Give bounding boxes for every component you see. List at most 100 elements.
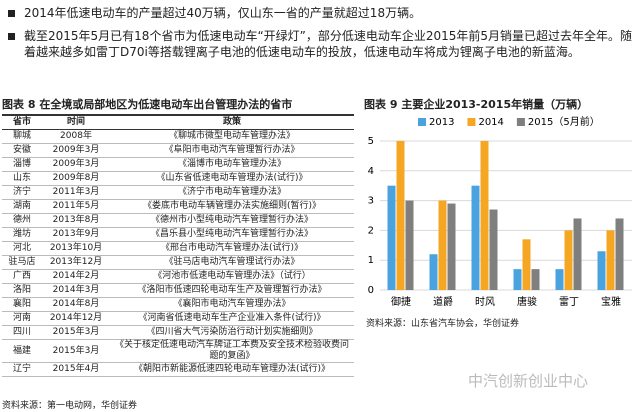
table-cell: 济宁 <box>2 185 42 200</box>
table-cell: 潍坊 <box>2 227 42 242</box>
table-cell: 2013年10月 <box>42 241 110 256</box>
table-cell: 《洛阳市低速四轮电动车生产及管理暂行办法》 <box>110 283 354 298</box>
table-row: 山东 2009年8月 《山东省低速电动车管理办法(试行)》 <box>2 171 354 186</box>
bar <box>387 185 396 290</box>
y-tick-label: 1 <box>368 255 374 266</box>
table-cell: 《山东省低速电动车管理办法(试行)》 <box>110 171 354 186</box>
bullet-icon <box>8 33 15 40</box>
table-cell: 安徽 <box>2 143 42 158</box>
table-row: 福建 2015年3月 《关于核定低速电动汽车牌证工本费及安全技术检验收费问题的复函》 <box>2 339 354 363</box>
bar <box>438 200 447 290</box>
y-tick-label: 4 <box>368 166 374 177</box>
table-cell: 2013年12月 <box>42 255 110 270</box>
bar <box>429 254 438 290</box>
table-cell: 2008年 <box>42 129 110 144</box>
y-tick-label: 2 <box>368 225 374 236</box>
table-cell: 洛阳 <box>2 283 42 298</box>
table-cell: 2009年3月 <box>42 143 110 158</box>
table-row: 安徽 2009年3月 《阜阳市电动汽车管理暂行办法》 <box>2 143 354 158</box>
table-cell: 山东 <box>2 171 42 186</box>
table-cell: 德州 <box>2 213 42 228</box>
table-cell: 2014年2月 <box>42 269 110 284</box>
table-row: 河北 2013年10月 《邢台市电动汽车管理办法(试行)》 <box>2 241 354 256</box>
bar <box>564 230 573 290</box>
table-cell: 《阜阳市电动汽车管理暂行办法》 <box>110 143 354 158</box>
y-tick-label: 3 <box>368 196 374 207</box>
x-tick-label: 雷丁 <box>559 296 579 308</box>
table-cell: 《淄博市电动车管理办法》 <box>110 157 354 172</box>
watermark: 中汽创新创业中心 <box>468 372 589 390</box>
bar <box>396 140 405 290</box>
x-tick-label: 时风 <box>475 296 495 308</box>
table-cell: 《聊城市微型电动车管理办法》 <box>110 129 354 144</box>
table-row: 辽宁 2015年4月 《朝阳市新能源低速四轮电动车管理办法(试行)》 <box>2 362 354 377</box>
table-cell: 《河南省低速电动车生产企业准入条件(试行)》 <box>110 311 354 326</box>
bullet-text: 2014年低速电动车的产量超过40万辆，仅山东一省的产量就超过18万辆。 <box>24 6 422 20</box>
bar <box>555 269 564 290</box>
table-cell: 2011年5月 <box>42 199 110 214</box>
table-row: 广西 2014年2月 《河池市低速电动车管理办法》（试行） <box>2 269 354 284</box>
table-cell: 襄阳 <box>2 297 42 312</box>
table-row: 湖南 2011年5月 《娄底市电动车辆管理办法实施细则(暂行)》 <box>2 199 354 214</box>
table-cell: 《朝阳市新能源低速四轮电动车管理办法(试行)》 <box>110 362 354 377</box>
table-row: 淄博 2009年3月 《淄博市电动车管理办法》 <box>2 157 354 172</box>
table-source: 资料来源：第一电动网，华创证券 <box>2 401 138 411</box>
table-cell: 《娄底市电动车辆管理办法实施细则(暂行)》 <box>110 199 354 214</box>
legend-swatch <box>418 118 426 126</box>
table-cell: 淄博 <box>2 157 42 172</box>
legend-swatch <box>467 118 476 126</box>
legend-label: 2014 <box>478 117 503 128</box>
x-tick-label: 宝雅 <box>601 295 621 308</box>
table-cell: 2011年3月 <box>42 185 110 200</box>
table-cell: 2015年4月 <box>42 362 110 377</box>
table-cell: 2013年9月 <box>42 227 110 242</box>
table-row: 聊城 2008年 《聊城市微型电动车管理办法》 <box>2 129 354 144</box>
bar <box>573 218 582 290</box>
bar <box>522 239 531 290</box>
table-cell: 《邢台市电动汽车管理办法(试行)》 <box>110 241 354 256</box>
table-row: 襄阳 2014年8月 《襄阳市电动汽车管理办法》 <box>2 297 354 312</box>
bar <box>615 218 624 290</box>
table-cell: 《济宁市电动车管理办法》 <box>110 185 354 200</box>
table-row: 河南 2014年12月 《河南省低速电动车生产企业准入条件(试行)》 <box>2 311 354 326</box>
table-row: 洛阳 2014年3月 《洛阳市低速四轮电动车生产及管理暂行办法》 <box>2 283 354 298</box>
bar <box>531 269 540 290</box>
table-cell: 政策 <box>110 114 354 130</box>
bar <box>489 209 498 290</box>
x-tick-label: 道爵 <box>433 295 453 308</box>
table-cell: 河北 <box>2 241 42 256</box>
table-cell: 《关于核定低速电动汽车牌证工本费及安全技术检验收费问题的复函》 <box>110 339 354 363</box>
table-row: 省市 时间 政策 <box>2 114 354 130</box>
table: 省市 时间 政策 聊城 2008年 《聊城市微型电动车管理办法》 安徽 2009年3月 《阜阳市… <box>2 114 354 377</box>
table-cell: 聊城 <box>2 129 42 144</box>
table-cell: 2009年8月 <box>42 171 110 186</box>
table-cell: 广西 <box>2 269 42 284</box>
x-tick-label: 唐骏 <box>517 295 537 308</box>
bar <box>480 140 489 290</box>
y-tick-label: 5 <box>368 136 374 147</box>
bar <box>513 269 522 290</box>
table-row: 驻马店 2013年12月 《驻马店电动汽车管理试行办法》 <box>2 255 354 270</box>
table-cell: 2013年8月 <box>42 213 110 228</box>
legend-label: 2015（5月前） <box>528 115 600 128</box>
table-cell: 四川 <box>2 325 42 340</box>
table-row: 济宁 2011年3月 《济宁市电动车管理办法》 <box>2 185 354 200</box>
table-cell: 《四川省大气污染防治行动计划实施细则》 <box>110 325 354 340</box>
chart-title: 图表 9 主要企业2013-2015年销量（万辆） <box>364 98 589 111</box>
legend-label: 2013 <box>429 117 454 128</box>
table-cell: 2014年3月 <box>42 283 110 298</box>
table-cell: 《驻马店电动汽车管理试行办法》 <box>110 255 354 270</box>
table-row: 德州 2013年8月 《德州市小型纯电动汽车管理暂行办法》 <box>2 213 354 228</box>
table-cell: 时间 <box>42 114 110 130</box>
x-tick-label: 御捷 <box>391 295 411 308</box>
table-cell: 《襄阳市电动汽车管理办法》 <box>110 297 354 312</box>
bar <box>447 203 456 290</box>
table-row: 四川 2015年3月 《四川省大气污染防治行动计划实施细则》 <box>2 325 354 340</box>
legend-swatch <box>516 118 525 126</box>
table-cell: 2015年3月 <box>42 325 110 340</box>
table-cell: 河南 <box>2 311 42 326</box>
table-row: 潍坊 2013年9月 《昌乐县小型纯电动汽车管理暂行办法》 <box>2 227 354 242</box>
table-cell: 福建 <box>2 339 42 363</box>
table-cell: 省市 <box>2 114 42 130</box>
